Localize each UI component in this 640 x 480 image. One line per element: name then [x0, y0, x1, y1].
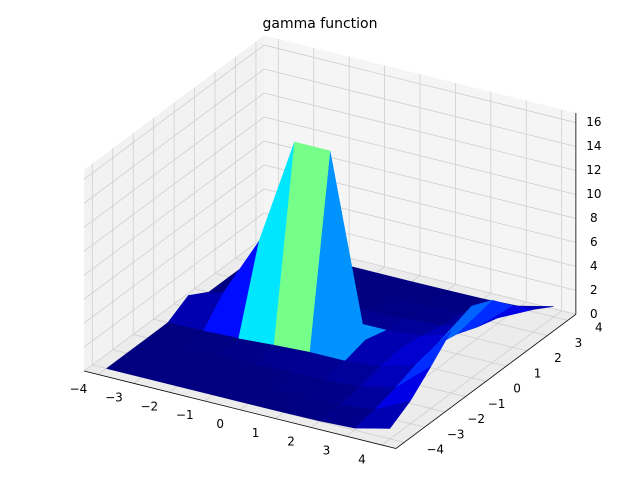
grid-line [83, 188, 265, 324]
grid-line [83, 164, 265, 300]
grid-line [264, 116, 576, 195]
z-tick-label: 6 [590, 235, 598, 249]
y-tick-label: 0 [513, 382, 521, 396]
axis-line [395, 313, 577, 449]
x-tick-label: −4 [70, 382, 88, 396]
grid-line [83, 68, 265, 204]
grid-line [83, 44, 265, 180]
x-tick-label: 3 [323, 443, 331, 457]
grid-line [83, 92, 265, 228]
x-tick-label: −2 [140, 399, 158, 413]
z-tick-label: 14 [586, 139, 601, 153]
z-tick-label: 12 [586, 163, 601, 177]
z-tick-label: 2 [590, 283, 598, 297]
y-tick-label: −2 [467, 412, 485, 426]
chart-title: gamma function [263, 16, 378, 32]
x-tick-label: 4 [358, 452, 366, 466]
grid-line [83, 140, 265, 276]
grid-line [264, 44, 576, 123]
z-tick-label: 10 [586, 187, 601, 201]
y-tick-label: 1 [534, 366, 542, 380]
grid-line [264, 68, 576, 147]
x-tick-label: −3 [105, 391, 123, 405]
y-tick-label: −1 [488, 397, 506, 411]
x-tick-label: 2 [287, 435, 295, 449]
z-tick-label: 4 [590, 259, 598, 273]
surface-patch [273, 141, 331, 352]
grid-line [83, 236, 265, 372]
z-tick-label: 16 [586, 115, 601, 129]
grid-line [264, 92, 576, 171]
y-tick-label: 3 [575, 336, 583, 350]
y-tick-label: 4 [595, 321, 603, 335]
grid-line [83, 212, 265, 348]
y-tick-label: −3 [447, 427, 465, 441]
surface-patch [353, 400, 411, 429]
x-tick-label: 1 [252, 426, 260, 440]
axis-line [84, 370, 396, 449]
x-tick-label: 0 [216, 417, 224, 431]
z-tick-label: 0 [590, 307, 598, 321]
y-tick-label: 2 [554, 351, 562, 365]
z-tick-label: 8 [590, 211, 598, 225]
y-tick-label: −4 [426, 443, 444, 457]
grid-line [83, 116, 265, 252]
x-tick-label: −1 [176, 408, 194, 422]
